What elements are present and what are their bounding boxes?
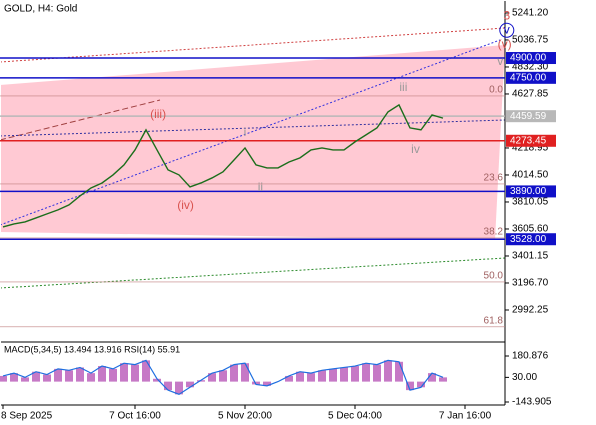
indicator-bar [142, 360, 150, 382]
level-box [506, 71, 556, 84]
indicator-bar [153, 378, 161, 382]
indicator-bar [373, 364, 381, 382]
indicator-bar [230, 364, 238, 382]
wave-label: (iv) [177, 198, 194, 212]
indicator-bar [175, 381, 183, 395]
indicator-bar [208, 373, 216, 382]
y-tick-label: 3401.15 [512, 251, 549, 262]
y-tick-label: 4627.85 [512, 89, 549, 100]
level-label: 3528.00 [510, 234, 547, 245]
indicator-bar [120, 363, 128, 382]
price-line [2, 103, 444, 228]
y-tick-label: 3605.60 [512, 224, 549, 235]
y-tick-label: 5241.20 [512, 8, 549, 19]
trend-line [0, 99, 161, 141]
chart-title: GOLD, H4: Gold [4, 4, 77, 15]
level-label: 4750.00 [510, 72, 547, 83]
y-tick-label: -143.905 [512, 397, 552, 408]
indicator-bar [296, 371, 304, 382]
wave-label: v [504, 22, 510, 36]
indicator-bar [384, 360, 392, 382]
wave-label: ii [258, 180, 263, 194]
indicator-bar [186, 381, 194, 388]
x-tick-label: 7 Oct 16:00 [109, 411, 161, 422]
indicator-bar [318, 370, 326, 382]
level-label: 3890.00 [510, 186, 547, 197]
indicator-bar [76, 367, 84, 382]
level-box [506, 185, 556, 198]
y-tick-label: 4832.30 [512, 62, 549, 73]
fib-label: 50.0 [484, 271, 504, 282]
indicator-bar [362, 363, 370, 382]
wave-circle [499, 22, 515, 38]
indicator-bar [87, 373, 95, 382]
level-label: 4273.45 [510, 135, 547, 146]
indicator-title: MACD(5,34,5) 13.494 13.916 RSI(14) 55.91 [4, 344, 180, 354]
y-tick-label: 30.00 [512, 372, 537, 383]
wave-label: (iii) [150, 107, 166, 121]
indicator-bar [406, 381, 414, 391]
level-label: 4900.00 [510, 53, 547, 64]
y-tick-label: 3196.70 [512, 278, 549, 289]
indicator-bar [65, 370, 73, 382]
y-tick-label: 180.876 [512, 351, 549, 362]
wave-label: i [244, 125, 247, 139]
indicator-bar [340, 367, 348, 382]
indicator-bar [54, 368, 62, 382]
wave-label: iv [411, 142, 420, 156]
indicator-bar [417, 381, 425, 388]
indicator-bar [428, 373, 436, 382]
x-tick-label: 5 Nov 20:00 [218, 411, 272, 422]
x-tick-label: 5 Dec 04:00 [328, 411, 382, 422]
indicator-bar [263, 381, 271, 386]
trend-line [0, 27, 506, 63]
trend-line [0, 119, 506, 137]
indicator-bar [21, 377, 29, 382]
indicator-bar [10, 373, 18, 382]
indicator-bar [0, 375, 7, 382]
indicator-bar [43, 374, 51, 382]
indicator-bar [285, 375, 293, 382]
indicator-line [2, 359, 444, 396]
fib-label: 61.8 [484, 315, 504, 326]
indicator-bar [395, 361, 403, 382]
indicator-bar [32, 371, 40, 382]
y-tick-label: 4218.95 [512, 143, 549, 154]
y-tick-label: 5036.75 [512, 35, 549, 46]
indicator-bar [164, 381, 172, 391]
x-tick-label: 8 Sep 2025 [1, 411, 53, 422]
wave-label: (v) [498, 37, 512, 51]
trend-line [0, 257, 506, 289]
indicator-bar [307, 373, 315, 382]
indicator-bar [351, 366, 359, 382]
y-tick-label: 4014.50 [512, 170, 549, 181]
indicator-bar [329, 368, 337, 382]
indicator-bar [98, 366, 106, 382]
wave-label: v [497, 54, 503, 68]
level-box [506, 134, 556, 147]
y-tick-label: 3810.05 [512, 197, 549, 208]
indicator-bar [439, 377, 447, 382]
indicator-bar [252, 381, 260, 385]
indicator-bar [241, 363, 249, 382]
fib-label: 23.6 [484, 173, 504, 184]
level-box [506, 52, 556, 65]
level-box [506, 110, 556, 123]
x-tick-label: 7 Jan 16:00 [439, 411, 492, 422]
level-label: 4459.59 [510, 111, 547, 122]
indicator-bar [109, 368, 117, 382]
indicator-bar [131, 364, 139, 382]
y-tick-label: 2992.25 [512, 305, 549, 316]
fib-label: 0.0 [489, 85, 503, 96]
indicator-bar [219, 370, 227, 382]
level-box [506, 233, 556, 246]
wave-label: iii [399, 80, 407, 94]
fib-label: 38.2 [484, 227, 504, 238]
wave-label: 3 [503, 9, 510, 23]
